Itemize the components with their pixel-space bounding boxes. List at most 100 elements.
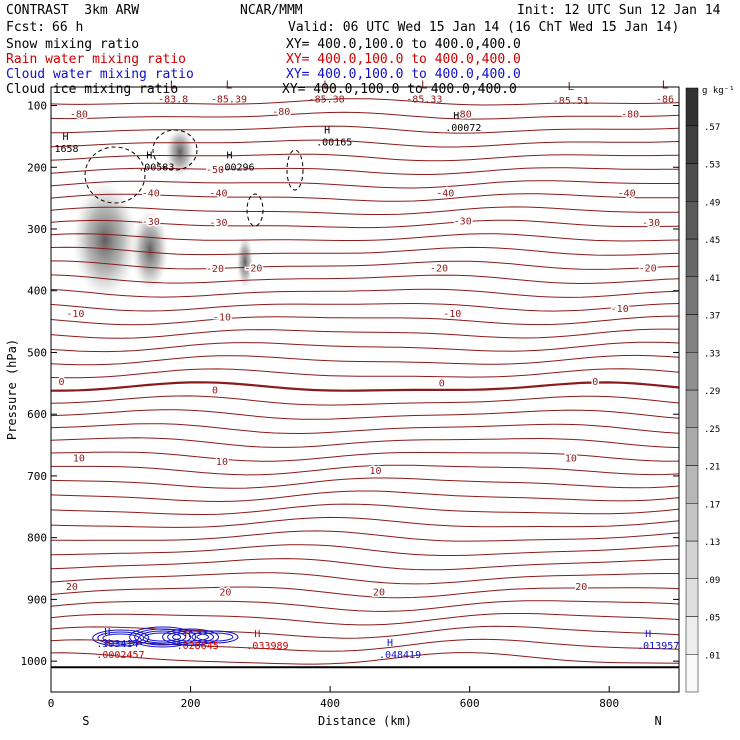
maximum-value-label: .00296 [218,162,254,173]
contour-label: -80 [454,110,472,121]
contour-label: -20 [206,264,224,275]
colorbar-label: .53 [704,161,720,171]
cloud-water-contour [167,630,215,644]
colorbar-segment [685,201,699,240]
temperature-contour-line [50,381,680,392]
y-tick-label: 800 [27,532,47,545]
y-tick-label: 1000 [21,655,48,668]
temperature-contour-line [50,246,680,256]
colorbar-label: .29 [704,387,720,397]
contour-label: 10 [73,453,85,464]
org-label: NCAR/MMM [240,3,303,18]
contour-label: -20 [244,263,262,274]
temperature-contour-line [50,572,680,585]
high-marker: H [324,126,330,137]
contour-label: 0 [439,379,445,390]
contour-label: 10 [369,466,381,477]
x-tick-label: 0 [48,697,55,710]
temperature-contour-line [50,111,680,120]
contour-label: -40 [436,189,454,200]
colorbar-segment [685,163,699,202]
colorbar-label: .17 [704,500,720,510]
temperature-contour-line [50,98,680,106]
colorbar-segment [685,465,699,504]
cloud-ice-contour-0 [84,146,146,204]
temperature-contour-line [50,288,680,298]
minimum-value-label: -85.39 [211,94,247,105]
temperature-contour-line [50,516,680,528]
model-title: CONTRAST 3km ARW [6,3,140,18]
high-marker: H [62,132,68,143]
colorbar-label: .05 [704,614,720,624]
contour-label: -10 [213,313,231,324]
contour-label: 20 [66,582,78,593]
cloud-water-contour [144,632,182,642]
colorbar-label: .37 [704,312,720,322]
temperature-contour-line [50,315,680,326]
high-marker: H [387,638,393,649]
temperature-contour-line [50,139,680,148]
cloud-water-contour [92,629,150,647]
maximum-value-label: .0002457 [96,650,144,661]
temperature-contour-line [50,368,680,379]
high-marker: H [226,150,232,161]
snow-shading-0 [73,182,137,298]
temperature-contour-line [50,490,680,503]
y-tick-label: 300 [27,223,47,236]
plot-frame [50,86,680,693]
temperature-contour-line [50,153,680,162]
legend-snow-xy: XY= 400.0,100.0 to 400.0,400.0 [286,37,521,52]
contour-label: -80 [621,110,639,121]
colorbar-segment [685,352,699,391]
temperature-contour-line [50,193,679,202]
snow-shading-1 [132,210,168,290]
low-marker: L [568,80,575,93]
contour-label: 20 [373,587,385,598]
colorbar-segment [685,87,699,126]
temperature-contour-line [50,437,680,449]
y-axis-title: Pressure (hPa) [5,339,19,440]
contour-label: -30 [209,218,227,229]
colorbar-label: .21 [704,463,720,473]
x-axis-title: Distance (km) [318,714,412,728]
colorbar-segment [685,276,699,315]
x-tick-label: 200 [181,697,201,710]
cloud-water-contour [196,632,234,642]
temperature-contour-line [50,652,680,665]
maximum-value-label: .00072 [445,123,481,134]
temperature-contour-line [51,125,680,134]
end-label: N [654,714,661,728]
temperature-contour-line [50,395,680,406]
cloud-water-contour [191,630,239,644]
temperature-contour-line [50,274,680,285]
colorbar-segment [685,427,699,466]
high-marker: H [104,627,110,638]
y-tick-label: 100 [27,100,47,113]
x-tick-label: 600 [460,697,480,710]
maximum-value-label: .393414 [96,639,138,650]
temperature-contour-line [50,260,680,270]
colorbar-label: .49 [704,198,720,208]
contour-label: -10 [611,304,629,315]
cloud-ice-contour-3 [246,193,264,227]
contour-label: -50 [206,165,224,176]
contour-label: -40 [618,189,636,200]
temperature-contour-line [50,180,679,189]
fcst-label: Fcst: [6,20,46,35]
colorbar-label: .09 [704,576,720,586]
start-label: S [82,714,89,728]
colorbar-label: .13 [704,538,720,548]
colorbar-segment [685,578,699,617]
colorbar-label: .01 [704,651,720,661]
cloud-water-contour [139,630,187,644]
colorbar-unit: g kg⁻¹ [702,86,735,96]
contour-label: -40 [209,189,227,200]
colorbar-label: .45 [704,236,720,246]
colorbar-segment [685,389,699,428]
contour-label: 10 [216,457,228,468]
colorbar-segment [685,654,699,693]
legend-cloudwater-xy: XY= 400.0,100.0 to 400.0,400.0 [286,67,521,82]
colorbar-segment [685,314,699,353]
temperature-contour-line [50,341,680,353]
